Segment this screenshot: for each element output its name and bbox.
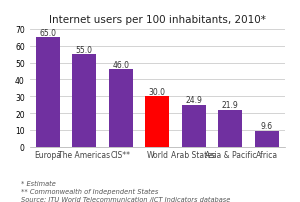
- Text: 9.6: 9.6: [261, 121, 273, 130]
- Bar: [109, 70, 133, 147]
- Bar: [146, 97, 169, 147]
- Bar: [73, 55, 96, 147]
- Text: 46.0: 46.0: [112, 60, 129, 69]
- Bar: [218, 110, 242, 147]
- Text: 21.9: 21.9: [222, 101, 238, 110]
- Bar: [182, 105, 206, 147]
- Bar: [36, 38, 60, 147]
- Title: Internet users per 100 inhabitants, 2010*: Internet users per 100 inhabitants, 2010…: [49, 15, 266, 25]
- Text: * Estimate
** Commonwealth of Independent States
Source: ITU World Telecommunica: * Estimate ** Commonwealth of Independen…: [21, 180, 230, 202]
- Text: 65.0: 65.0: [39, 28, 56, 38]
- Text: 55.0: 55.0: [76, 45, 93, 54]
- Text: 24.9: 24.9: [185, 96, 202, 105]
- Bar: [255, 131, 279, 147]
- Text: 30.0: 30.0: [149, 87, 166, 96]
